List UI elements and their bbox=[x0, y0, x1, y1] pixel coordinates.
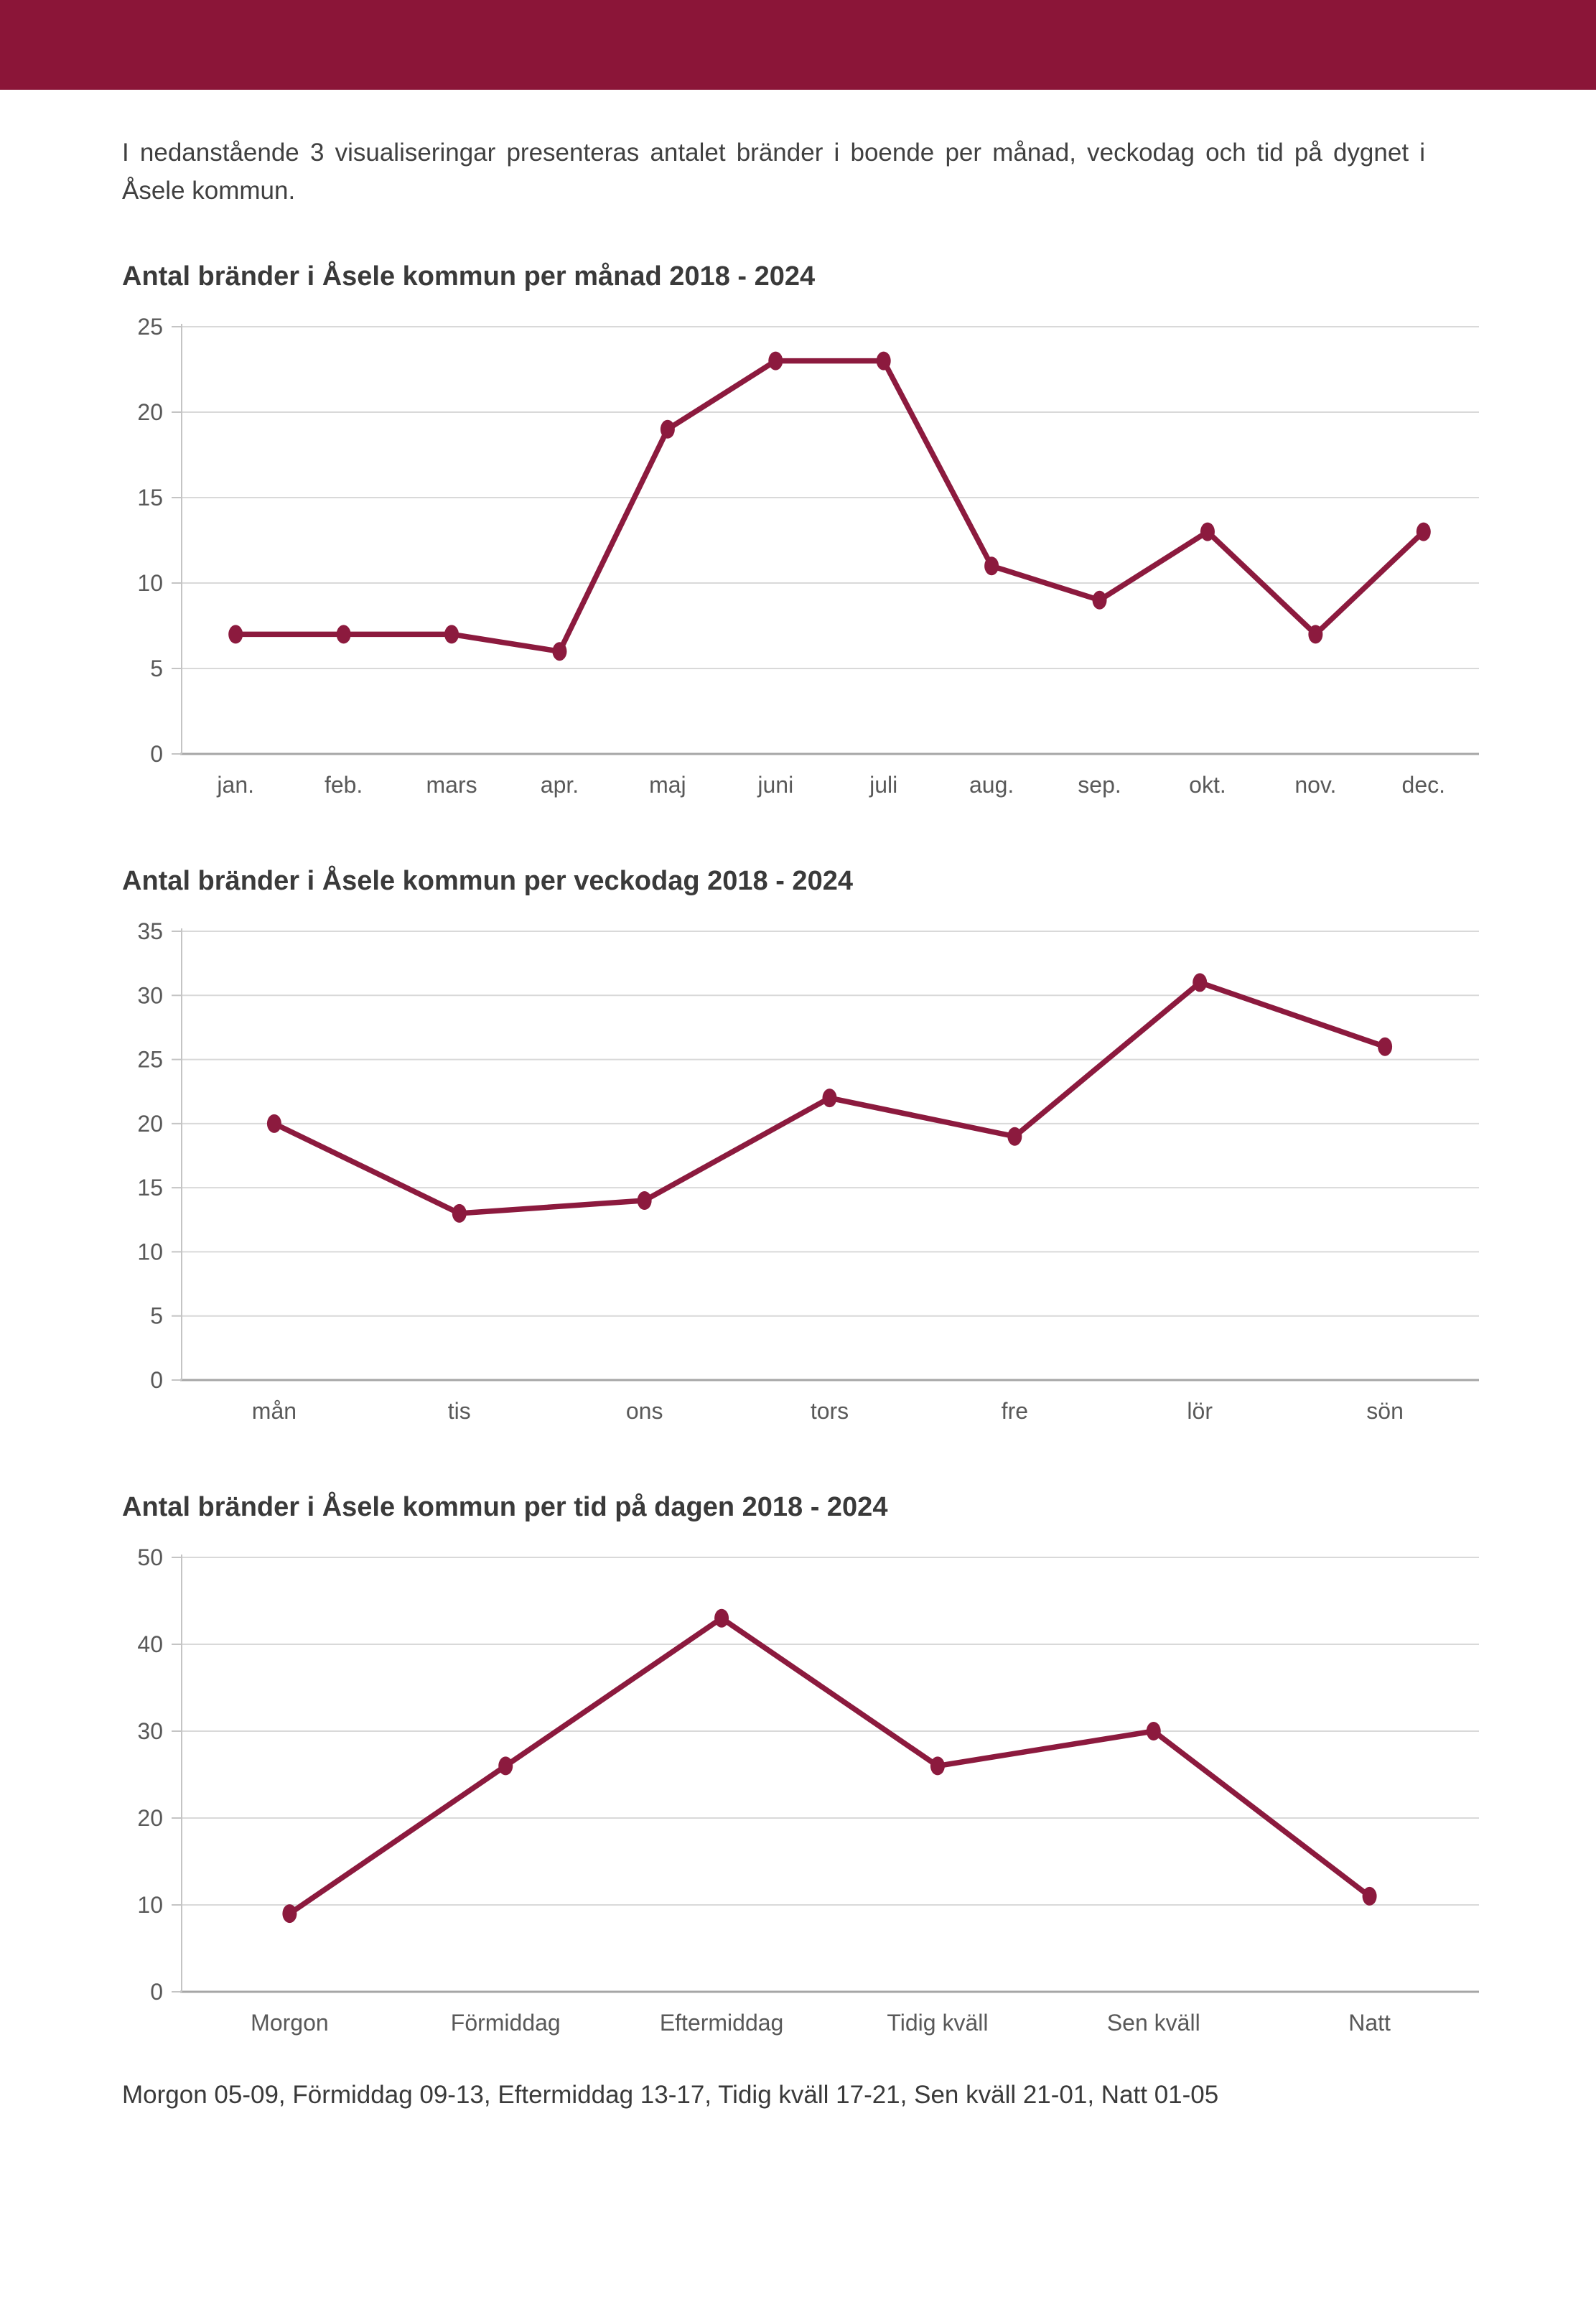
line-chart-time-of-day: 0 10 20 30 40 50 Morgon Förmiddag Eftermiddag Tid… bbox=[121, 1547, 1479, 2043]
x-axis: Morgon Förmiddag Eftermiddag Tidig kväll Sen… bbox=[251, 2010, 1391, 2036]
x-tick-label: aug. bbox=[969, 772, 1014, 798]
data-point bbox=[266, 1114, 281, 1133]
data-point bbox=[1200, 522, 1215, 541]
time-ranges-caption: Morgon 05-09, Förmiddag 09-13, Eftermidd… bbox=[122, 2081, 1219, 2109]
data-point bbox=[1146, 1722, 1161, 1740]
y-axis: 0 5 10 15 20 25 bbox=[137, 317, 1479, 767]
chart-title-time-of-day: Antal bränder i Åsele kommun per tid på … bbox=[122, 1492, 888, 1522]
y-tick-label: 5 bbox=[150, 1303, 163, 1329]
intro-text: I nedanstående 3 visualiseringar present… bbox=[122, 139, 1425, 205]
x-tick-label: fre bbox=[1002, 1398, 1028, 1424]
data-point bbox=[714, 1608, 729, 1628]
top-bar bbox=[0, 0, 1596, 90]
data-series bbox=[282, 1608, 1377, 1924]
data-series bbox=[266, 973, 1393, 1223]
x-axis: mån tis ons tors fre lör sön bbox=[252, 1398, 1404, 1424]
y-tick-label: 20 bbox=[137, 399, 163, 425]
x-tick-label: juli bbox=[869, 772, 897, 798]
data-point bbox=[768, 351, 783, 370]
y-axis: 0 5 10 15 20 25 30 35 bbox=[137, 921, 1479, 1393]
y-tick-label: 10 bbox=[137, 570, 163, 596]
data-series bbox=[228, 351, 1431, 661]
report-body: I nedanstående 3 visualiseringar present… bbox=[0, 134, 1596, 2196]
x-tick-label: Morgon bbox=[251, 2010, 329, 2036]
x-tick-label: Sen kväll bbox=[1107, 2010, 1200, 2036]
x-tick-label: maj bbox=[649, 772, 686, 798]
line-chart: 0 5 10 15 20 25 jan. feb. mars apr. maj juni juli aug… bbox=[137, 317, 1479, 798]
x-tick-label: apr. bbox=[541, 772, 579, 798]
x-tick-label: jan. bbox=[216, 772, 254, 798]
y-tick-label: 25 bbox=[137, 317, 163, 340]
data-point bbox=[1193, 973, 1208, 992]
data-point bbox=[1416, 522, 1431, 541]
data-point bbox=[228, 625, 243, 644]
x-tick-label: Tidig kväll bbox=[887, 2010, 988, 2036]
y-tick-label: 0 bbox=[150, 1979, 163, 2005]
y-tick-label: 20 bbox=[137, 1805, 163, 1831]
x-tick-label: sep. bbox=[1078, 772, 1121, 798]
x-tick-label: tis bbox=[448, 1398, 471, 1424]
x-tick-label: mars bbox=[426, 772, 477, 798]
y-tick-label: 10 bbox=[137, 1239, 163, 1264]
data-point bbox=[444, 625, 459, 644]
chart-title-weekday: Antal bränder i Åsele kommun per veckoda… bbox=[122, 866, 853, 896]
x-tick-label: juni bbox=[757, 772, 793, 798]
line-chart: 0 5 10 15 20 25 30 35 mån tis ons tors fre lör sön bbox=[137, 921, 1479, 1424]
data-point bbox=[984, 556, 999, 576]
data-point bbox=[1378, 1037, 1393, 1056]
data-point bbox=[637, 1191, 652, 1210]
data-point bbox=[282, 1904, 297, 1924]
x-axis: jan. feb. mars apr. maj juni juli aug. sep. okt. n… bbox=[216, 772, 1445, 798]
y-tick-label: 5 bbox=[150, 656, 163, 681]
y-tick-label: 30 bbox=[137, 982, 163, 1008]
data-point bbox=[1362, 1886, 1377, 1906]
y-tick-label: 15 bbox=[137, 485, 163, 511]
chart-section-weekday: Antal bränder i Åsele kommun per veckoda… bbox=[121, 866, 1479, 1432]
y-tick-label: 35 bbox=[137, 921, 163, 944]
line-chart-monthly: 0 5 10 15 20 25 jan. feb. mars apr. maj juni juli aug… bbox=[121, 317, 1479, 806]
x-tick-label: ons bbox=[626, 1398, 663, 1424]
line-chart: 0 10 20 30 40 50 Morgon Förmiddag Eftermiddag Tid… bbox=[137, 1547, 1479, 2036]
data-point bbox=[876, 351, 891, 370]
y-tick-label: 15 bbox=[137, 1175, 163, 1201]
y-tick-label: 10 bbox=[137, 1892, 163, 1918]
x-tick-label: mån bbox=[252, 1398, 297, 1424]
data-point bbox=[1092, 590, 1107, 610]
y-tick-label: 0 bbox=[150, 1367, 163, 1393]
chart-title-monthly: Antal bränder i Åsele kommun per månad 2… bbox=[122, 261, 816, 292]
x-tick-label: okt. bbox=[1189, 772, 1226, 798]
y-tick-label: 30 bbox=[137, 1718, 163, 1744]
data-point bbox=[552, 642, 567, 661]
data-point bbox=[660, 419, 675, 439]
x-tick-label: nov. bbox=[1294, 772, 1336, 798]
chart-section-monthly: Antal bränder i Åsele kommun per månad 2… bbox=[121, 261, 1479, 806]
x-tick-label: sön bbox=[1366, 1398, 1404, 1424]
x-tick-label: Förmiddag bbox=[451, 2010, 561, 2036]
y-tick-label: 0 bbox=[150, 741, 163, 767]
y-tick-label: 40 bbox=[137, 1631, 163, 1657]
data-point bbox=[822, 1089, 837, 1108]
x-tick-label: Eftermiddag bbox=[660, 2010, 784, 2036]
y-tick-label: 25 bbox=[137, 1047, 163, 1073]
data-point bbox=[1007, 1127, 1022, 1146]
data-point bbox=[336, 625, 351, 644]
data-point bbox=[498, 1756, 513, 1776]
x-tick-label: Natt bbox=[1348, 2010, 1391, 2036]
x-tick-label: lör bbox=[1187, 1398, 1213, 1424]
data-point bbox=[452, 1203, 467, 1223]
line-chart-weekday: 0 5 10 15 20 25 30 35 mån tis ons tors fre lör sön bbox=[121, 921, 1479, 1432]
x-tick-label: dec. bbox=[1402, 772, 1445, 798]
chart-section-time-of-day: Antal bränder i Åsele kommun per tid på … bbox=[121, 1492, 1479, 2043]
x-tick-label: feb. bbox=[325, 772, 363, 798]
y-axis: 0 10 20 30 40 50 bbox=[137, 1547, 1479, 2005]
x-tick-label: tors bbox=[811, 1398, 849, 1424]
y-tick-label: 50 bbox=[137, 1547, 163, 1570]
data-point bbox=[1308, 625, 1323, 644]
data-point bbox=[930, 1756, 945, 1776]
y-tick-label: 20 bbox=[137, 1111, 163, 1137]
